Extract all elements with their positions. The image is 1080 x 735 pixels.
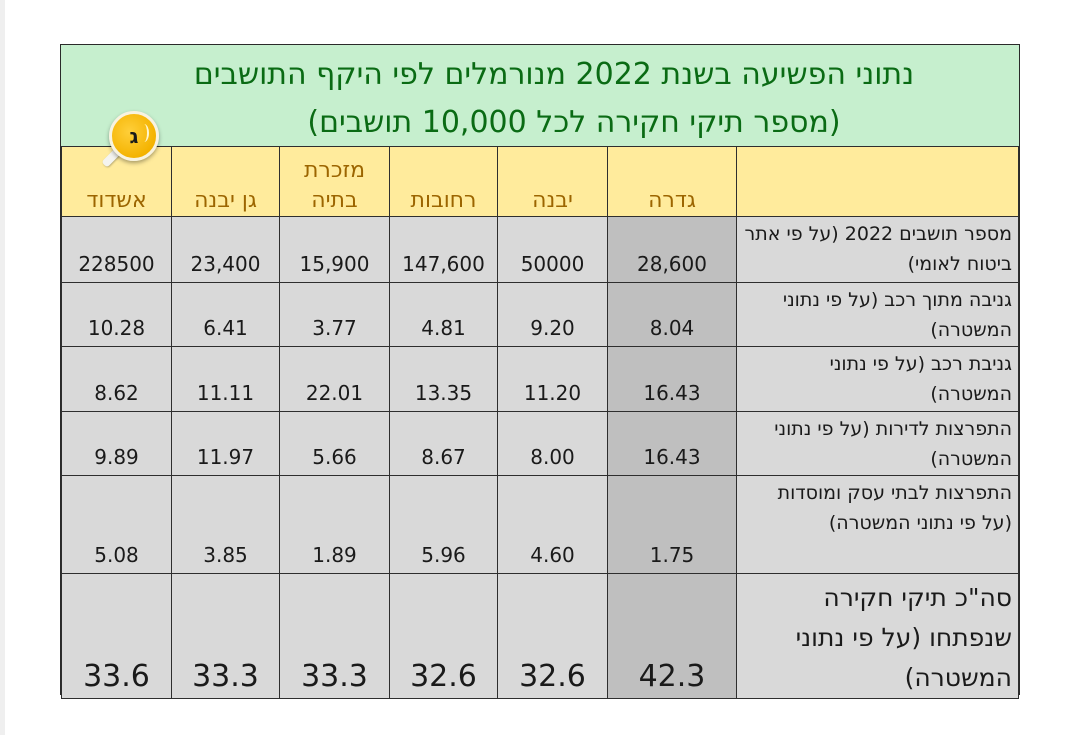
col-header-rehovot: רחובות (389, 146, 498, 217)
cell: 33.3 (171, 573, 280, 699)
cell: 3.85 (171, 475, 280, 574)
row-label: התפרצות לבתי עסק ומוסדות (על פי נתוני המ… (736, 475, 1019, 574)
cell: 32.6 (389, 573, 498, 699)
badge-letter: ג (109, 111, 159, 161)
cell: 15,900 (279, 216, 390, 283)
cell: 5.66 (279, 411, 390, 476)
row-label: סה"כ תיקי חקירה שנפתחו (על פי נתוני המשט… (736, 573, 1019, 699)
cell: 11.20 (497, 346, 608, 412)
title-line-1: נתוני הפשיעה בשנת 2022 מנורמלים לפי היקף… (193, 57, 915, 92)
crime-data-table: נתוני הפשיעה בשנת 2022 מנורמלים לפי היקף… (60, 44, 1020, 699)
cell: 16.43 (607, 411, 737, 476)
cell: 8.04 (607, 282, 737, 347)
magnifier-icon[interactable]: ג (97, 111, 165, 191)
cell: 228500 (61, 216, 172, 283)
cell: 9.89 (61, 411, 172, 476)
cell: 33.3 (279, 573, 390, 699)
corner-cell (736, 146, 1019, 217)
cell: 4.81 (389, 282, 498, 347)
col-header-yavne: יבנה (497, 146, 608, 217)
cell: 32.6 (497, 573, 608, 699)
cell: 10.28 (61, 282, 172, 347)
table-row: 8.62 11.11 22.01 13.35 11.20 16.43 גניבת… (61, 346, 1019, 412)
cell: 33.6 (61, 573, 172, 699)
page-edge (0, 0, 5, 735)
cell: 23,400 (171, 216, 280, 283)
table-row: 10.28 6.41 3.77 4.81 9.20 8.04 גניבה מתו… (61, 282, 1019, 347)
table-row: 228500 23,400 15,900 147,600 50000 28,60… (61, 216, 1019, 283)
cell: 9.20 (497, 282, 608, 347)
cell: 11.11 (171, 346, 280, 412)
cell: 50000 (497, 216, 608, 283)
row-label: מספר תושבים 2022 (על פי אתר ביטוח לאומי) (736, 216, 1019, 283)
title-line-2: (מספר תיקי חקירה לכל 10,000 תושבים) (307, 105, 841, 140)
data-grid: אשדוד גן יבנה מזכרת בתיה רחובות יבנה גדר… (61, 146, 1019, 699)
cell: 4.60 (497, 475, 608, 574)
cell: 13.35 (389, 346, 498, 412)
cell: 16.43 (607, 346, 737, 412)
row-label: גניבת רכב (על פי נתוני המשטרה) (736, 346, 1019, 412)
total-row: 33.6 33.3 33.3 32.6 32.6 42.3 סה"כ תיקי … (61, 573, 1019, 699)
table-title: נתוני הפשיעה בשנת 2022 מנורמלים לפי היקף… (61, 45, 1019, 147)
cell: 1.75 (607, 475, 737, 574)
cell: 1.89 (279, 475, 390, 574)
table-row: 5.08 3.85 1.89 5.96 4.60 1.75 התפרצות לב… (61, 475, 1019, 574)
cell: 5.96 (389, 475, 498, 574)
col-header-gedera: גדרה (607, 146, 737, 217)
cell: 8.67 (389, 411, 498, 476)
table-row: 9.89 11.97 5.66 8.67 8.00 16.43 התפרצות … (61, 411, 1019, 476)
cell: 42.3 (607, 573, 737, 699)
cell: 3.77 (279, 282, 390, 347)
header-row: אשדוד גן יבנה מזכרת בתיה רחובות יבנה גדר… (61, 146, 1019, 217)
col-header-gan-yavne: גן יבנה (171, 146, 280, 217)
cell: 5.08 (61, 475, 172, 574)
cell: 11.97 (171, 411, 280, 476)
col-header-mazkeret-batya: מזכרת בתיה (279, 146, 390, 217)
row-label: גניבה מתוך רכב (על פי נתוני המשטרה) (736, 282, 1019, 347)
cell: 147,600 (389, 216, 498, 283)
cell: 8.00 (497, 411, 608, 476)
cell: 8.62 (61, 346, 172, 412)
row-label: התפרצות לדירות (על פי נתוני המשטרה) (736, 411, 1019, 476)
cell: 28,600 (607, 216, 737, 283)
cell: 6.41 (171, 282, 280, 347)
cell: 22.01 (279, 346, 390, 412)
